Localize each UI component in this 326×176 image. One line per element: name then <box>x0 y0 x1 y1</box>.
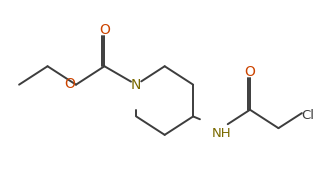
Text: O: O <box>99 23 110 37</box>
Text: O: O <box>65 77 75 91</box>
Text: O: O <box>244 65 256 79</box>
Text: N: N <box>131 78 141 92</box>
Text: Cl: Cl <box>302 109 314 122</box>
Text: NH: NH <box>212 127 231 140</box>
